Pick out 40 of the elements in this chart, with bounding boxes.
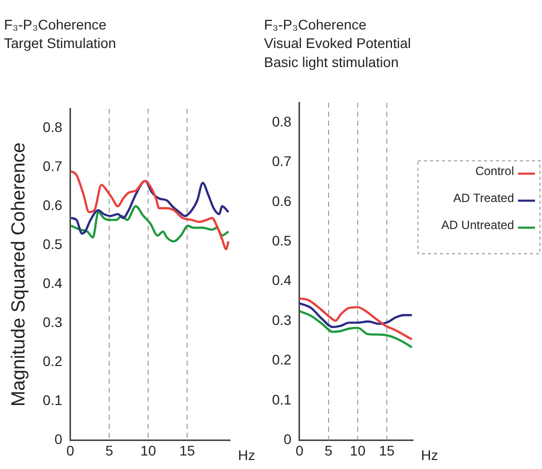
x-tick-label: 0 bbox=[66, 442, 74, 458]
x-tick-label: 10 bbox=[140, 442, 156, 458]
line-series bbox=[299, 302, 413, 328]
y-tick-label: 0.7 bbox=[272, 153, 292, 170]
x-axis-title: Hz bbox=[238, 447, 256, 464]
y-tick-label: 0 bbox=[54, 431, 62, 448]
y-tick-label: 0.6 bbox=[42, 197, 62, 214]
line-series bbox=[70, 205, 230, 242]
x-tick-label: 5 bbox=[105, 442, 114, 458]
y-tick-label: 0.5 bbox=[272, 232, 292, 249]
y-tick-label: 0.1 bbox=[272, 391, 292, 408]
y-tick-label: 0.4 bbox=[42, 275, 62, 292]
y-tick-label: 0.4 bbox=[272, 272, 292, 288]
line-series bbox=[299, 297, 413, 340]
x-tick-label: 15 bbox=[179, 442, 196, 458]
y-tick-label: 0.3 bbox=[272, 312, 292, 328]
y-axis-title: Magnitude Squared Coherence bbox=[8, 142, 30, 407]
line-series bbox=[299, 310, 413, 348]
y-tick-label: 0.7 bbox=[42, 158, 62, 174]
x-tick-label: 5 bbox=[324, 442, 333, 458]
line-series bbox=[70, 180, 230, 235]
x-axis-title: Hz bbox=[421, 447, 438, 464]
y-tick-label: 0.2 bbox=[272, 352, 292, 368]
chart-title: F₃-P₃Coherence Target Stimulation bbox=[4, 16, 116, 52]
y-tick-label: 0.8 bbox=[42, 119, 62, 136]
legend-label: AD Untreated bbox=[441, 218, 514, 232]
line-series bbox=[70, 170, 230, 250]
legend-label: AD Treated bbox=[453, 191, 514, 206]
y-tick-label: 0.8 bbox=[272, 113, 292, 130]
x-tick-label: 15 bbox=[379, 442, 395, 458]
y-tick-label: 0.2 bbox=[42, 353, 62, 370]
y-tick-label: 0 bbox=[284, 431, 292, 448]
x-tick-label: 0 bbox=[296, 442, 304, 458]
chart-title: F₃-P₃Coherence Visual Evoked Potential Basic light stimulation bbox=[264, 16, 411, 70]
y-tick-label: 0.3 bbox=[42, 314, 62, 330]
y-tick-label: 0.1 bbox=[42, 392, 62, 408]
x-tick-label: 10 bbox=[350, 442, 366, 458]
legend-label: Control bbox=[475, 164, 514, 178]
y-tick-label: 0.6 bbox=[272, 192, 292, 209]
y-tick-label: 0.5 bbox=[42, 236, 62, 252]
